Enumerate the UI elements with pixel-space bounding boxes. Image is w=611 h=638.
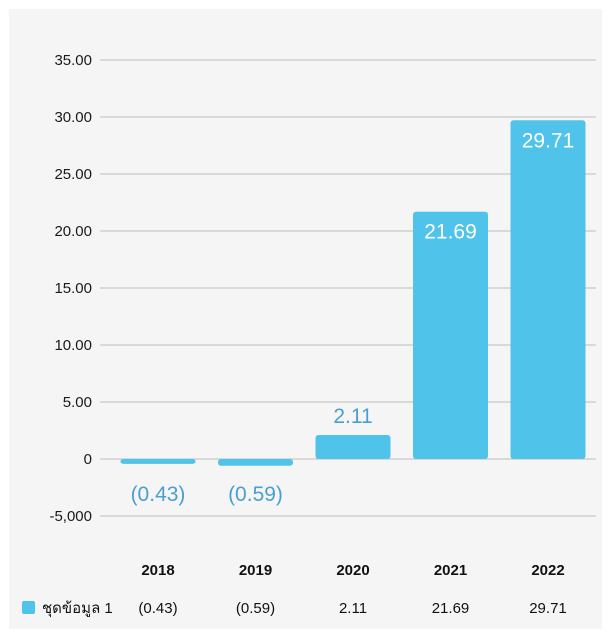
legend-swatch	[22, 601, 35, 614]
legend-series-name: ชุดข้อมูล 1	[42, 600, 113, 618]
table-value: (0.43)	[138, 600, 177, 617]
x-category-label: 2020	[336, 562, 369, 579]
y-tick-label: 35.00	[54, 52, 92, 69]
table-value: 2.11	[339, 600, 367, 617]
x-category-label: 2019	[239, 562, 272, 579]
data-label: (0.43)	[131, 483, 186, 506]
y-tick-label: 30.00	[54, 109, 92, 126]
y-tick-label: 0	[84, 451, 92, 468]
table-value: 21.69	[432, 600, 470, 617]
data-label: 2.11	[333, 405, 372, 428]
bar	[120, 459, 196, 464]
y-tick-label: 25.00	[54, 166, 92, 183]
bar	[218, 459, 293, 466]
bar	[315, 434, 391, 459]
data-label: 21.69	[424, 221, 477, 244]
bars	[120, 120, 586, 466]
x-category-label: 2021	[434, 562, 467, 579]
data-table: ชุดข้อมูล 1 (0.43) (0.59) 2.11 21.69 29.71	[22, 600, 567, 618]
y-axis-ticks: -5,000 0 5.00 10.00 15.00 20.00 25.00 30.00 35.0…	[49, 52, 92, 525]
chart-frame	[9, 9, 602, 629]
y-tick-label: 10.00	[54, 337, 92, 354]
y-tick-label: 20.00	[54, 223, 92, 240]
bar	[510, 120, 586, 459]
y-tick-label: 5.00	[63, 394, 92, 411]
data-label: (0.59)	[228, 483, 283, 506]
y-tick-label: 15.00	[54, 280, 92, 297]
table-value: (0.59)	[236, 600, 275, 617]
x-category-label: 2018	[141, 562, 174, 579]
x-category-label: 2022	[531, 562, 564, 579]
y-tick-label: -5,000	[49, 508, 92, 525]
table-value: 29.71	[529, 600, 567, 617]
data-labels: (0.43) (0.59) 2.11 21.69 29.71	[131, 129, 575, 506]
data-label: 29.71	[522, 129, 575, 152]
bar	[413, 211, 488, 459]
category-labels: 2018 2019 2020 2021 2022	[141, 562, 564, 579]
